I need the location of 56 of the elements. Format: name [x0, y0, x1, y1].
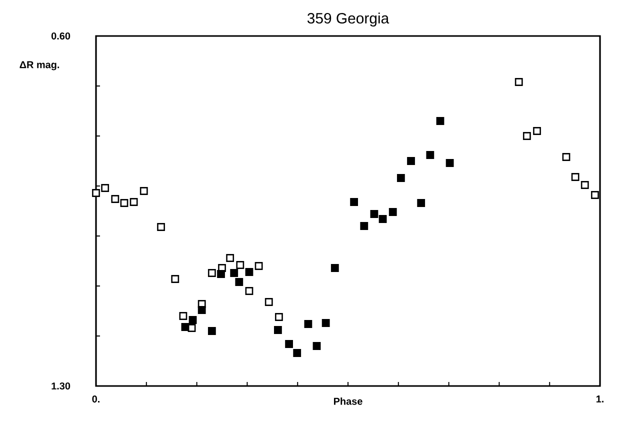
point [285, 340, 293, 348]
point [304, 320, 312, 328]
point [446, 159, 454, 167]
y-axis-title: ΔR mag. [20, 61, 60, 70]
point [236, 261, 244, 269]
point [245, 268, 254, 276]
point [130, 198, 138, 206]
point [92, 189, 100, 197]
point [254, 262, 263, 270]
point [140, 187, 148, 195]
point [208, 269, 216, 277]
point [350, 198, 358, 206]
point [230, 269, 238, 277]
point [580, 181, 589, 189]
point [396, 174, 405, 182]
point [330, 264, 339, 272]
point [157, 223, 165, 231]
point [245, 287, 254, 295]
point [198, 306, 206, 314]
point [514, 78, 523, 86]
point [293, 349, 302, 357]
point [217, 270, 225, 278]
point [120, 199, 128, 207]
point [571, 173, 580, 181]
point [591, 191, 599, 199]
point [417, 199, 426, 207]
point [275, 313, 283, 321]
point [436, 117, 444, 125]
point [171, 275, 180, 283]
point [388, 208, 397, 216]
point [208, 327, 216, 335]
point [274, 326, 282, 334]
point [181, 323, 190, 331]
x-tick-label: 1. [596, 396, 604, 402]
point [312, 342, 321, 350]
point [533, 127, 541, 135]
point [426, 151, 434, 159]
point [370, 210, 378, 218]
y-tick-label: 0.60 [51, 32, 70, 40]
point [360, 222, 368, 230]
x-axis-title: Phase [334, 398, 362, 405]
point [226, 254, 234, 262]
point [264, 298, 273, 306]
point [522, 132, 531, 140]
point [188, 316, 197, 324]
point [111, 195, 120, 203]
point [378, 215, 387, 223]
point [179, 312, 188, 320]
y-tick-label: 1.30 [52, 382, 70, 390]
x-tick-label: 0. [92, 396, 100, 403]
point [235, 278, 244, 286]
point [322, 319, 330, 327]
point [101, 184, 110, 192]
point [562, 153, 570, 161]
chart-title: 359 Georgia [307, 12, 390, 27]
point [407, 157, 415, 165]
